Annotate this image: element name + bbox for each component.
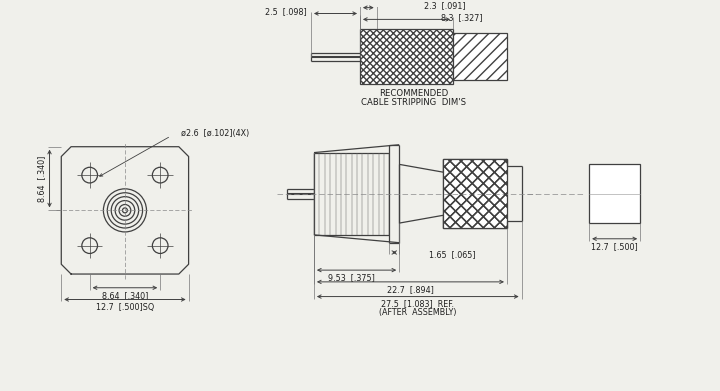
Text: 1.65  [.065]: 1.65 [.065] [428,250,475,259]
Bar [444,160,507,228]
Text: 2.3  [.091]: 2.3 [.091] [423,1,465,10]
Bar [360,29,453,84]
Text: 22.7  [.894]: 22.7 [.894] [387,285,434,294]
Bar [453,33,507,80]
Text: 9.53  [.375]: 9.53 [.375] [328,273,375,282]
Text: 2.5  [.098]: 2.5 [.098] [266,7,307,16]
Text: 8.3  [.327]: 8.3 [.327] [441,13,482,22]
Bar [453,33,507,80]
Text: 12.7  [.500]: 12.7 [.500] [591,242,638,251]
Bar [444,160,507,228]
Text: CABLE STRIPPING  DIM'S: CABLE STRIPPING DIM'S [361,98,467,107]
Text: (AFTER  ASSEMBLY): (AFTER ASSEMBLY) [379,308,456,317]
Text: 8.64  [.340]: 8.64 [.340] [37,155,47,202]
Text: 8.64  [.340]: 8.64 [.340] [102,291,148,300]
Bar [444,160,507,228]
Text: 12.7  [.500]SQ: 12.7 [.500]SQ [96,303,154,312]
Text: 27.5  [1.083]  REF.: 27.5 [1.083] REF. [382,299,454,308]
Bar [360,29,453,84]
Bar [589,164,640,223]
Text: ø2.6  [ø.102](4X): ø2.6 [ø.102](4X) [181,129,249,138]
Text: RECOMMENDED: RECOMMENDED [379,89,449,98]
